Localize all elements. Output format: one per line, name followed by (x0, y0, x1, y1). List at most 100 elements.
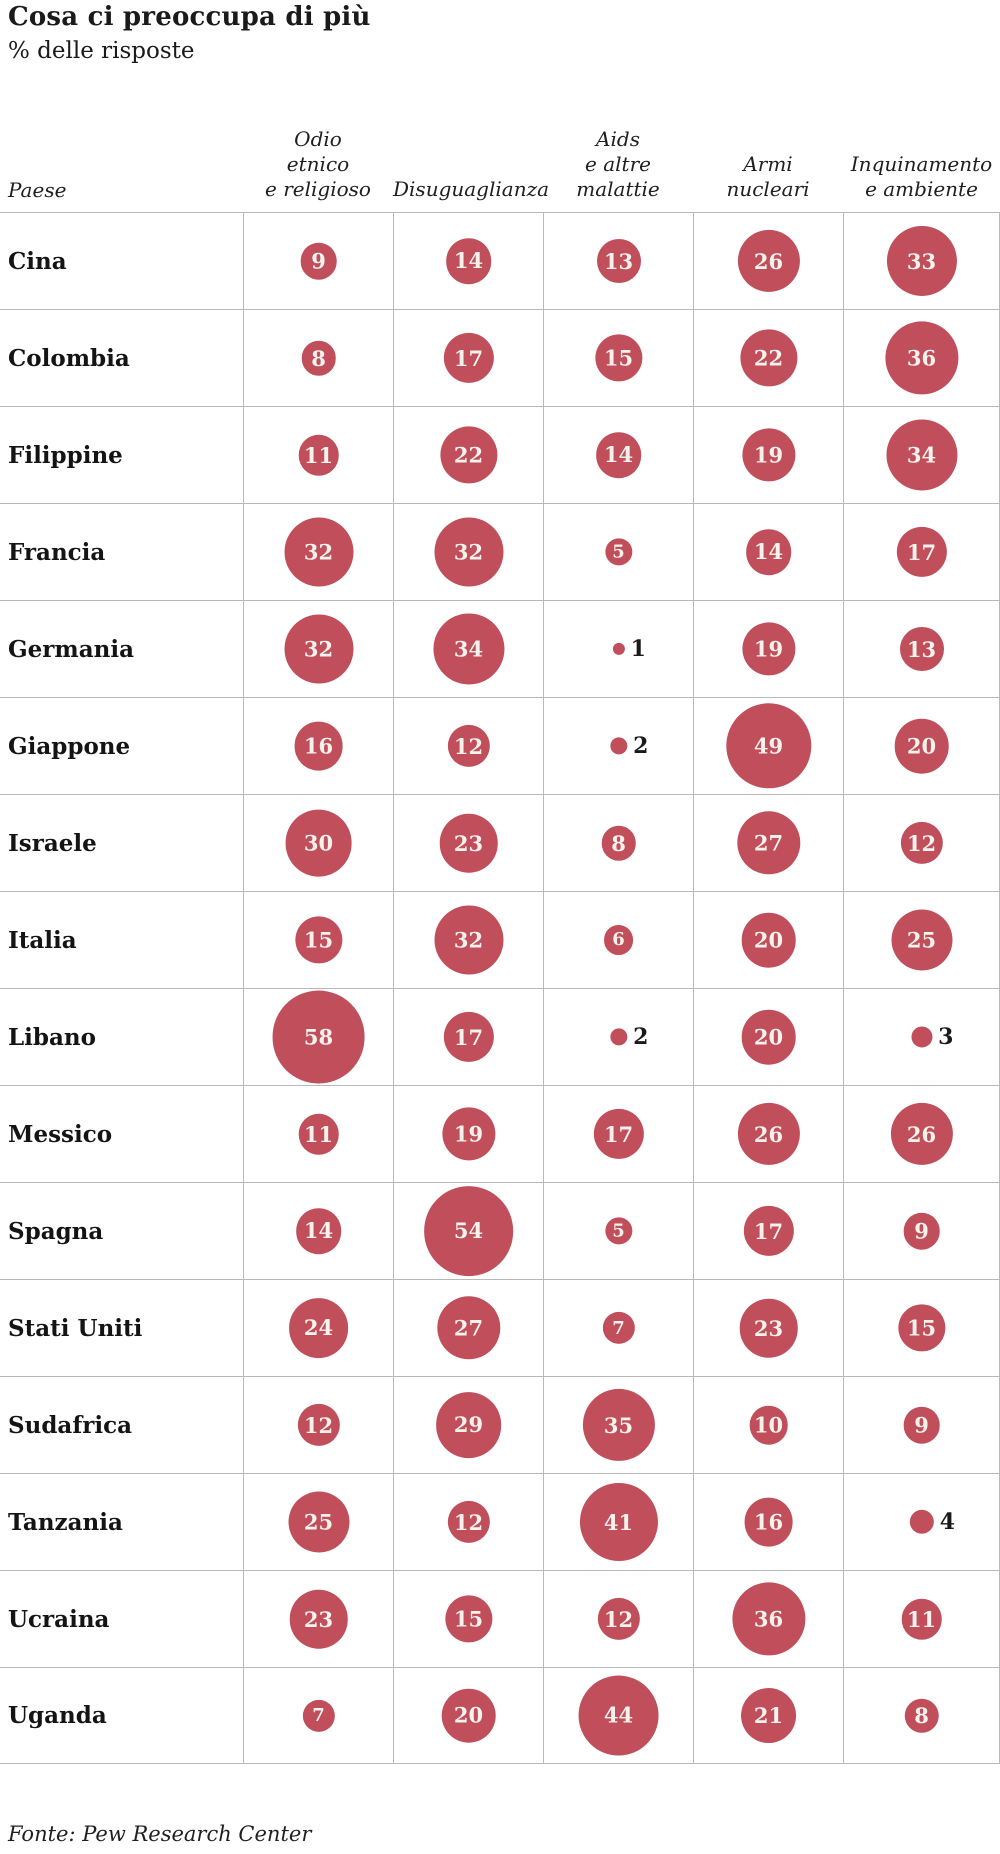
bubble-cell: 21 (693, 1668, 843, 1763)
bubble: 36 (731, 1582, 806, 1656)
bubble-cell: 24 (243, 1280, 393, 1376)
bubble-cell: 9 (843, 1377, 1000, 1473)
bubble-cell: 26 (693, 213, 843, 309)
bubble-cell: 8 (543, 795, 693, 891)
bubble: 15 (897, 1304, 946, 1352)
bubble: 36 (884, 321, 959, 395)
bubble-cell: 14 (543, 407, 693, 503)
bubble: 19 (741, 622, 796, 676)
bubble-cell: 23 (393, 795, 543, 891)
bubble-cell: 35 (543, 1377, 693, 1473)
bubble-cell: 41 (543, 1474, 693, 1570)
bubble-cell: 15 (843, 1280, 1000, 1376)
table-row: Italia 15 32 6 20 25 (0, 891, 1000, 988)
bubble: 32 (284, 517, 353, 587)
bubble-cell: 17 (843, 504, 1000, 600)
bubble-value-outside: 2 (633, 1024, 649, 1050)
bubble: 22 (439, 426, 498, 484)
bubble: 32 (434, 905, 503, 975)
bubble-cell: 12 (843, 795, 1000, 891)
column-headers: Paese Odio etnico e religioso Disuguaglia… (0, 0, 1000, 212)
bubble-cell: 32 (393, 892, 543, 988)
table-row: Sudafrica 12 29 35 10 9 (0, 1376, 1000, 1473)
bubble-cell: 33 (843, 213, 1000, 309)
bubble: 29 (435, 1392, 502, 1458)
bubble-cell: 36 (843, 310, 1000, 406)
column-header: Inquinamento e ambiente (850, 152, 993, 201)
bubble-cell: 29 (393, 1377, 543, 1473)
bubble: 12 (297, 1403, 340, 1447)
bubble-cell: 3 (843, 989, 1000, 1085)
bubble (612, 642, 625, 656)
bubble-cell: 19 (393, 1086, 543, 1182)
country-label: Stati Uniti (8, 1314, 143, 1342)
bubble: 58 (272, 990, 365, 1084)
bubble-cell: 7 (243, 1668, 393, 1763)
bubble: 11 (901, 1598, 942, 1640)
bubble-cell: 11 (243, 407, 393, 503)
bubble-cell: 11 (843, 1571, 1000, 1667)
bubble-cell: 14 (393, 213, 543, 309)
bubble-cell: 9 (243, 213, 393, 309)
bubble-value-outside: 1 (630, 636, 646, 662)
bubble (909, 1509, 934, 1535)
bubble-cell: 12 (543, 1571, 693, 1667)
bubble-cell: 6 (543, 892, 693, 988)
bubble: 17 (443, 1011, 494, 1063)
bubble-cell: 44 (543, 1668, 693, 1763)
bubble: 5 (604, 538, 633, 566)
bubble-cell: 9 (843, 1183, 1000, 1279)
bubble: 17 (593, 1108, 644, 1160)
bubble: 7 (302, 1699, 335, 1732)
bubble-cell: 12 (393, 698, 543, 794)
bubble-cell: 8 (843, 1668, 1000, 1763)
bubble: 13 (596, 239, 641, 283)
table-row: Cina 9 14 13 26 33 (0, 212, 1000, 309)
country-label: Messico (8, 1120, 113, 1148)
page-title: Cosa ci preoccupa di più (8, 2, 371, 32)
bubble: 54 (423, 1186, 514, 1276)
bubble: 17 (743, 1205, 794, 1257)
column-header: Aids e altre malattie (576, 127, 660, 201)
country-label: Uganda (8, 1702, 107, 1729)
table-row: Messico 11 19 17 26 26 (0, 1085, 1000, 1182)
table-row: Stati Uniti 24 27 7 23 15 (0, 1279, 1000, 1376)
bubble-cell: 58 (243, 989, 393, 1085)
bubble: 24 (288, 1298, 349, 1358)
bubble: 32 (434, 517, 503, 587)
bubble-table: Cina 9 14 13 26 33 Colombia 8 17 15 22 36 Filippine 1… (0, 212, 1000, 1764)
bubble-cell: 27 (693, 795, 843, 891)
bubble: 11 (298, 434, 339, 476)
bubble-cell: 17 (543, 1086, 693, 1182)
table-row: Tanzania 25 12 41 16 4 (0, 1473, 1000, 1570)
bubble-cell: 36 (693, 1571, 843, 1667)
bubble: 16 (294, 721, 343, 771)
country-label: Germania (8, 635, 134, 663)
bubble-cell: 17 (393, 989, 543, 1085)
bubble-cell: 5 (543, 504, 693, 600)
bubble: 12 (900, 821, 943, 865)
bubble-cell: 19 (693, 601, 843, 697)
bubble-cell: 11 (243, 1086, 393, 1182)
bubble: 22 (739, 329, 798, 387)
column-header: Odio etnico e religioso (265, 127, 371, 201)
bubble: 44 (578, 1675, 659, 1756)
bubble: 15 (594, 334, 643, 382)
bubble-cell: 23 (243, 1571, 393, 1667)
bubble: 26 (737, 229, 800, 293)
bubble: 7 (602, 1311, 635, 1345)
bubble-cell: 25 (843, 892, 1000, 988)
country-label: Giappone (8, 732, 131, 760)
bubble-cell: 26 (693, 1086, 843, 1182)
bubble-cell: 17 (693, 1183, 843, 1279)
bubble: 33 (886, 225, 957, 297)
bubble-cell: 2 (543, 989, 693, 1085)
bubble: 8 (301, 340, 336, 376)
bubble-cell: 20 (693, 892, 843, 988)
bubble-cell: 13 (543, 213, 693, 309)
bubble-cell: 14 (693, 504, 843, 600)
bubble-cell: 34 (393, 601, 543, 697)
bubble-cell: 25 (243, 1474, 393, 1570)
bubble-cell: 22 (693, 310, 843, 406)
bubble-cell: 15 (543, 310, 693, 406)
